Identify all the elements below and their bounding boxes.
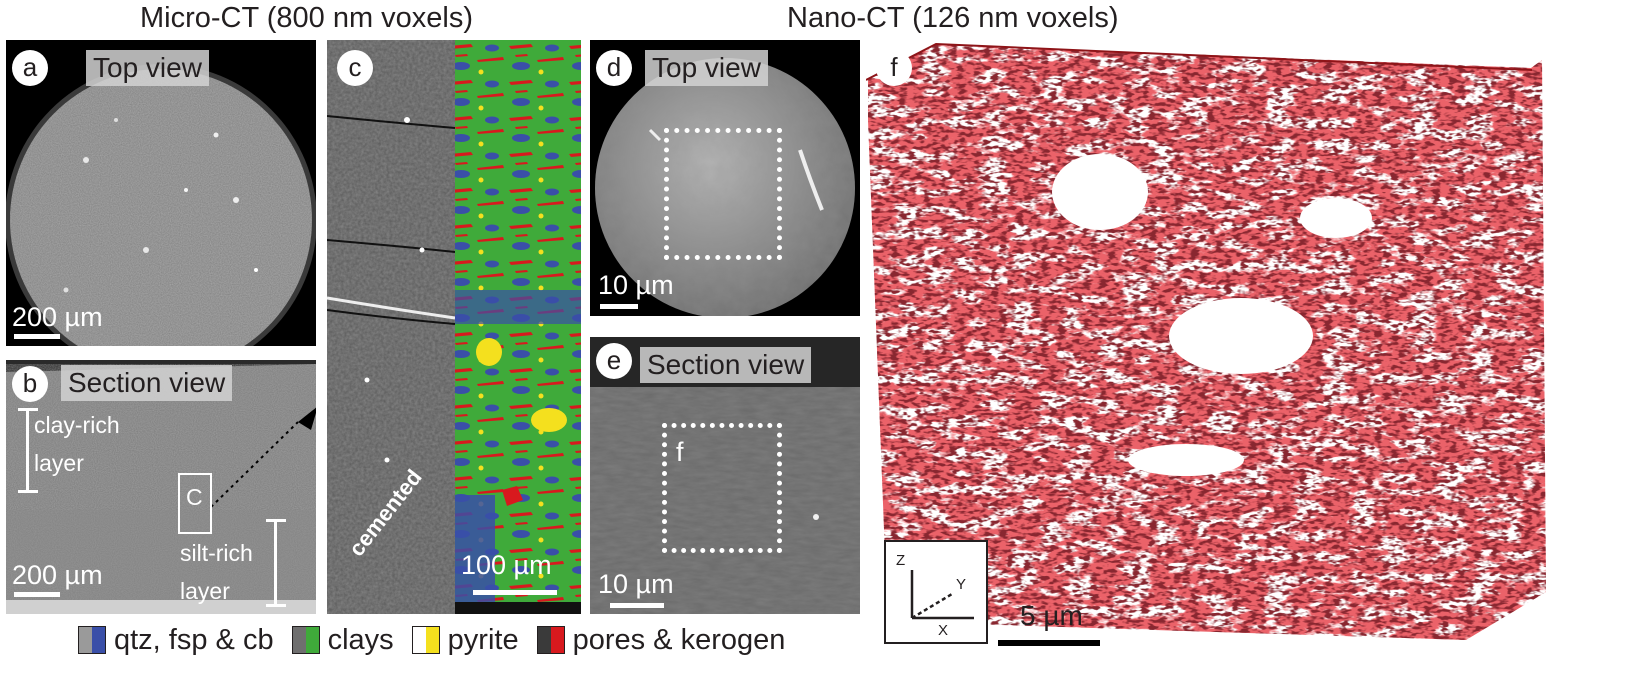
clay-rich-bracket (26, 409, 29, 491)
inset-c-box (178, 473, 212, 534)
clay-rich-label-2: layer (34, 450, 84, 476)
panel-e-roi-box (662, 423, 782, 553)
grayscale-and-segmented-column (327, 40, 581, 614)
legend-swatch-pyrite (411, 626, 440, 654)
panel-a-letter: a (12, 50, 48, 86)
panel-f-3d-render: f Z Y X 5 µm (866, 40, 1650, 680)
panel-e-scale-bar (610, 603, 664, 608)
panel-f-scale-bar (998, 640, 1100, 646)
panel-e-letter: e (596, 343, 632, 379)
panel-e-section-view-image: e Section view f 10 µm (590, 337, 860, 614)
axis-triad-box: Z Y X (884, 540, 988, 644)
nano-ct-header: Nano-CT (126 nm voxels) (787, 2, 1119, 34)
panel-b-section-view-image: b Section view clay-rich layer C silt-ri… (6, 360, 316, 614)
silt-rich-label-1: silt-rich (180, 540, 253, 566)
panel-a-scale-label: 200 µm (12, 302, 103, 332)
legend-item-qtz: qtz, fsp & cb (78, 624, 274, 657)
micro-ct-top-view-scan (6, 64, 316, 346)
micro-ct-section-view-scan (6, 360, 316, 614)
silt-rich-bracket-top (266, 519, 286, 522)
legend-item-pyrite: pyrite (411, 623, 519, 657)
panel-d-view-label: Top view (645, 50, 768, 86)
y-axis-label: Y (956, 576, 967, 593)
panel-b-scale-label: 200 µm (12, 560, 103, 590)
panel-d-top-view-image: d Top view 10 µm (590, 40, 860, 316)
panel-a-scale-bar (14, 334, 60, 339)
panel-f-letter: f (876, 50, 912, 86)
legend-label-qtz: qtz, fsp & cb (114, 623, 274, 656)
legend-item-pores: pores & kerogen (536, 623, 786, 657)
panel-f-scale-label: 5 µm (1020, 600, 1083, 631)
panel-e-view-label: Section view (640, 347, 812, 383)
panel-e-scale-label: 10 µm (598, 569, 674, 599)
micro-ct-header: Micro-CT (800 nm voxels) (140, 2, 474, 34)
legend-label-pores: pores & kerogen (572, 623, 786, 656)
legend-swatch-clays (291, 626, 320, 654)
panel-b-scale-bar (14, 592, 60, 597)
silt-rich-bracket (274, 520, 277, 606)
phase-legend: qtz, fsp & cb clays pyrite pores & kerog… (78, 622, 803, 658)
legend-item-clays: clays (291, 623, 394, 657)
legend-swatch-qtz (78, 626, 106, 654)
x-axis-label: X (938, 622, 949, 639)
panel-d-roi-box (664, 128, 782, 260)
clay-rich-label-1: clay-rich (34, 412, 120, 438)
clay-rich-bracket-top (18, 408, 38, 411)
panel-c-scale-bar (473, 590, 557, 595)
legend-label-clays: clays (327, 623, 394, 656)
axis-triad-lines (910, 570, 974, 620)
silt-rich-bracket-bottom (266, 604, 286, 607)
nano-ct-top-view-scan (595, 58, 855, 316)
z-axis-label: Z (896, 552, 906, 569)
panel-e-inset-label: f (676, 437, 684, 467)
legend-label-pyrite: pyrite (447, 623, 519, 656)
panel-d-scale-label: 10 µm (598, 270, 674, 300)
panel-d-letter: d (596, 50, 632, 86)
panel-a-top-view-image: a Top view 200 µm (6, 40, 316, 346)
panel-c-segmentation-image: c cemented 100 µm (327, 40, 581, 614)
panel-c-scale-label: 100 µm (461, 550, 552, 580)
panel-b-view-label: Section view (61, 365, 233, 401)
legend-swatch-pores (536, 626, 565, 654)
panel-a-view-label: Top view (86, 50, 209, 86)
panel-c-letter: c (337, 50, 373, 86)
silt-rich-label-2: layer (180, 578, 230, 604)
panel-b-letter: b (12, 366, 48, 402)
clay-rich-bracket-bottom (18, 490, 38, 493)
panel-d-scale-bar (600, 304, 638, 309)
inset-c-label: C (186, 484, 203, 510)
